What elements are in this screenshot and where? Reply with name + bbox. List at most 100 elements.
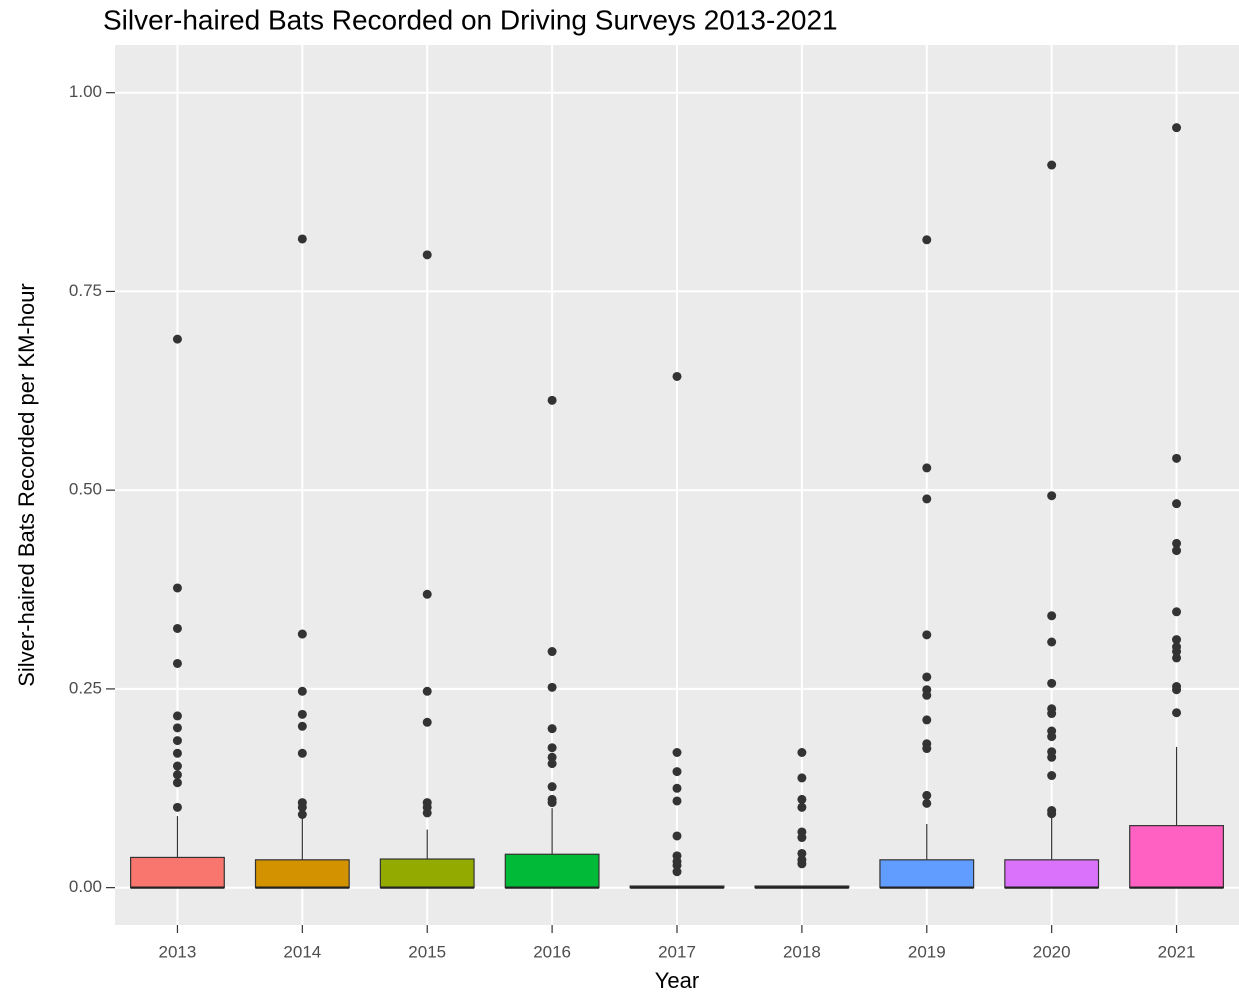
outlier xyxy=(172,583,182,593)
outlier xyxy=(172,723,182,733)
outlier xyxy=(1172,708,1182,718)
outlier xyxy=(172,778,182,788)
outlier xyxy=(297,748,307,758)
outlier xyxy=(797,848,807,858)
x-tick-label: 2013 xyxy=(159,942,197,961)
outlier xyxy=(1047,611,1057,621)
outlier xyxy=(172,658,182,668)
box xyxy=(1129,825,1224,889)
outlier xyxy=(922,235,932,245)
outlier xyxy=(797,859,807,869)
outlier xyxy=(297,721,307,731)
outlier xyxy=(1172,685,1182,695)
x-tick-label: 2018 xyxy=(783,942,821,961)
outlier xyxy=(1172,499,1182,509)
outlier xyxy=(172,711,182,721)
outlier xyxy=(1047,752,1057,762)
outlier xyxy=(672,867,682,877)
outlier xyxy=(172,802,182,812)
outlier xyxy=(672,783,682,793)
x-tick-label: 2014 xyxy=(283,942,321,961)
box xyxy=(379,858,475,889)
outlier xyxy=(1047,771,1057,781)
outlier xyxy=(422,717,432,727)
outlier xyxy=(422,808,432,818)
x-tick-label: 2020 xyxy=(1033,942,1071,961)
outlier xyxy=(797,794,807,804)
x-axis-label: Year xyxy=(655,968,699,993)
outlier xyxy=(422,250,432,260)
outlier xyxy=(547,782,557,792)
outlier xyxy=(1172,635,1182,645)
outlier xyxy=(1047,160,1057,170)
outlier xyxy=(672,860,682,870)
outlier xyxy=(922,690,932,700)
outlier xyxy=(922,790,932,800)
y-tick-label: 0.50 xyxy=(69,480,102,499)
outlier xyxy=(797,747,807,757)
outlier xyxy=(1172,653,1182,663)
outlier xyxy=(547,724,557,734)
outlier xyxy=(672,796,682,806)
outlier xyxy=(922,798,932,808)
box xyxy=(1004,859,1100,889)
outlier xyxy=(297,629,307,639)
outlier xyxy=(672,831,682,841)
outlier xyxy=(797,802,807,812)
outlier xyxy=(172,748,182,758)
outlier xyxy=(1047,678,1057,688)
outlier xyxy=(172,334,182,344)
outlier xyxy=(922,630,932,640)
outlier xyxy=(1172,123,1182,133)
outlier xyxy=(297,686,307,696)
x-tick-label: 2015 xyxy=(408,942,446,961)
outlier xyxy=(297,810,307,820)
y-tick-label: 1.00 xyxy=(69,82,102,101)
outlier xyxy=(1047,637,1057,647)
y-tick-label: 0.25 xyxy=(69,678,102,697)
outlier xyxy=(1047,709,1057,719)
outlier xyxy=(797,833,807,843)
outlier xyxy=(172,770,182,780)
x-tick-label: 2019 xyxy=(908,942,946,961)
y-tick-label: 0.75 xyxy=(69,281,102,300)
outlier xyxy=(672,767,682,777)
outlier xyxy=(297,234,307,244)
box xyxy=(879,859,975,889)
y-tick-label: 0.00 xyxy=(69,877,102,896)
y-axis-label: Silver-haired Bats Recorded per KM-hour xyxy=(14,283,39,687)
chart-title: Silver-haired Bats Recorded on Driving S… xyxy=(103,4,838,35)
outlier xyxy=(547,798,557,808)
outlier xyxy=(297,802,307,812)
outlier xyxy=(797,773,807,783)
outlier xyxy=(547,647,557,657)
outlier xyxy=(422,686,432,696)
outlier xyxy=(922,715,932,725)
outlier xyxy=(922,744,932,754)
outlier xyxy=(547,752,557,762)
outlier xyxy=(922,672,932,682)
outlier xyxy=(1172,607,1182,617)
outlier xyxy=(1047,809,1057,819)
outlier xyxy=(172,761,182,771)
outlier xyxy=(1047,491,1057,501)
outlier xyxy=(547,743,557,753)
outlier xyxy=(422,589,432,599)
outlier xyxy=(547,759,557,769)
outlier xyxy=(1172,453,1182,463)
outlier xyxy=(172,623,182,633)
outlier xyxy=(1172,538,1182,548)
box xyxy=(504,853,600,889)
outlier xyxy=(672,371,682,381)
outlier xyxy=(297,709,307,719)
outlier xyxy=(1172,647,1182,657)
outlier xyxy=(922,463,932,473)
outlier xyxy=(547,682,557,692)
x-tick-label: 2017 xyxy=(658,942,696,961)
box xyxy=(254,859,350,889)
outlier xyxy=(1172,546,1182,556)
x-tick-label: 2021 xyxy=(1158,942,1196,961)
outlier xyxy=(1047,732,1057,742)
box xyxy=(130,856,225,889)
